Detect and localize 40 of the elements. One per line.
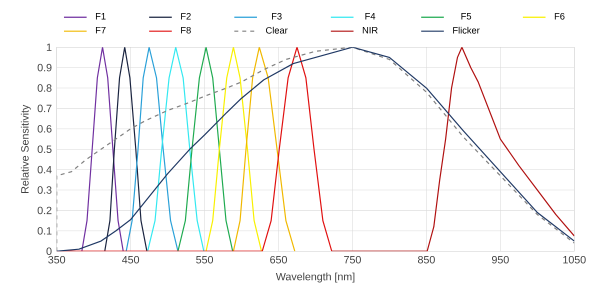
legend-label: F4	[365, 13, 376, 20]
y-tick-label: 0.6	[38, 125, 52, 133]
legend-label: Clear	[266, 26, 288, 34]
legend-label: F7	[96, 27, 106, 34]
line-series	[104, 47, 148, 252]
legend-label: F6	[554, 13, 565, 20]
y-tick-label: 0	[46, 248, 52, 256]
x-tick-label: 1050	[563, 256, 586, 264]
y-tick-label: 0.7	[38, 104, 52, 112]
legend-label: F8	[181, 26, 191, 34]
y-tick-label: 0.1	[38, 227, 52, 235]
y-tick-label: 0.3	[38, 186, 52, 194]
x-tick-label: 350	[48, 256, 66, 264]
y-tick-label: 0.5	[38, 146, 52, 154]
line-series	[56, 47, 574, 252]
y-tick-label: 0.2	[38, 206, 52, 214]
legend-label: F5	[461, 13, 472, 20]
x-tick-label: 850	[418, 256, 435, 264]
line-series	[177, 47, 234, 252]
x-tick-label: 750	[344, 256, 361, 264]
y-axis-title: Relative Sensitivity	[20, 104, 31, 193]
y-tick-label: 0.4	[38, 166, 52, 174]
legend-label: F3	[272, 13, 282, 20]
line-series	[126, 47, 179, 252]
y-tick-label: 0.9	[38, 64, 52, 72]
x-tick-label: 450	[122, 256, 140, 264]
line-series	[232, 47, 296, 252]
y-tick-label: 0.8	[38, 84, 52, 92]
legend-label: F2	[181, 13, 191, 20]
x-tick-label: 650	[270, 256, 287, 264]
y-tick-label: 1	[46, 44, 52, 51]
legend-label: Flicker	[453, 26, 480, 34]
legend-label: NIR	[362, 27, 378, 34]
x-axis-title: Wavelength [nm]	[276, 272, 354, 283]
line-series	[81, 47, 124, 252]
x-tick-label: 550	[196, 256, 214, 264]
x-tick-label: 950	[492, 256, 509, 264]
legend-label: F1	[96, 13, 106, 20]
line-series	[147, 47, 204, 252]
line-series	[205, 47, 262, 252]
